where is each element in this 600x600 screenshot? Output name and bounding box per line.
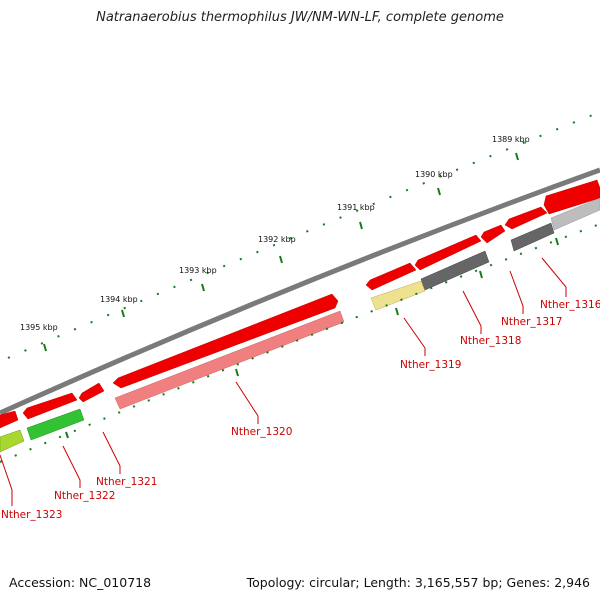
cds-arrow[interactable] [480, 224, 506, 244]
gene-label[interactable]: Nther_1323 [1, 509, 62, 521]
outer-tick-ring [7, 111, 600, 359]
accession-text: Accession: NC_010718 [9, 575, 152, 590]
gene-block[interactable] [26, 408, 85, 441]
cds-arrow[interactable] [543, 179, 600, 215]
gene-block[interactable] [550, 197, 600, 231]
inner-major-ticks [65, 237, 559, 439]
cds-arrow[interactable] [414, 234, 482, 271]
genome-backbone [0, 167, 600, 416]
gene-label[interactable]: Nther_1316 [540, 299, 600, 311]
gene-label[interactable]: Nther_1317 [501, 316, 562, 328]
gene-label[interactable]: Nther_1321 [96, 476, 157, 488]
cds-arrow[interactable] [504, 206, 548, 230]
cds-arrow[interactable] [22, 392, 78, 420]
gene-label[interactable]: Nther_1318 [460, 335, 521, 347]
gene-block[interactable] [510, 222, 555, 252]
gene-block[interactable] [0, 429, 25, 453]
cds-arrow[interactable] [0, 410, 19, 429]
outer-major-ticks [43, 152, 519, 352]
cds-colored-track [0, 197, 600, 453]
page-title: Natranaerobius thermophilus JW/NM-WN-LF,… [96, 10, 504, 25]
kbp-label: 1394 kbp [100, 295, 138, 304]
gene-label[interactable]: Nther_1322 [54, 490, 115, 502]
label-leaders [0, 257, 567, 506]
cds-arrow[interactable] [112, 293, 339, 389]
gene-block[interactable] [114, 310, 345, 410]
kbp-label: 1391 kbp [337, 203, 375, 212]
gene-label[interactable]: Nther_1319 [400, 359, 461, 371]
kbp-label: 1390 kbp [415, 170, 453, 179]
genome-summary-text: Topology: circular; Length: 3,165,557 bp… [246, 575, 590, 590]
cds-arrow[interactable] [78, 382, 105, 403]
gene-label[interactable]: Nther_1320 [231, 426, 292, 438]
kbp-label: 1392 kbp [258, 235, 296, 244]
kbp-label: 1395 kbp [20, 323, 58, 332]
cds-forward-track [0, 179, 600, 429]
kbp-label: 1393 kbp [179, 266, 217, 275]
kbp-label: 1389 kbp [492, 135, 530, 144]
gene-block[interactable] [370, 280, 426, 311]
gene-block[interactable] [420, 250, 490, 291]
cds-arrow[interactable] [365, 262, 417, 291]
